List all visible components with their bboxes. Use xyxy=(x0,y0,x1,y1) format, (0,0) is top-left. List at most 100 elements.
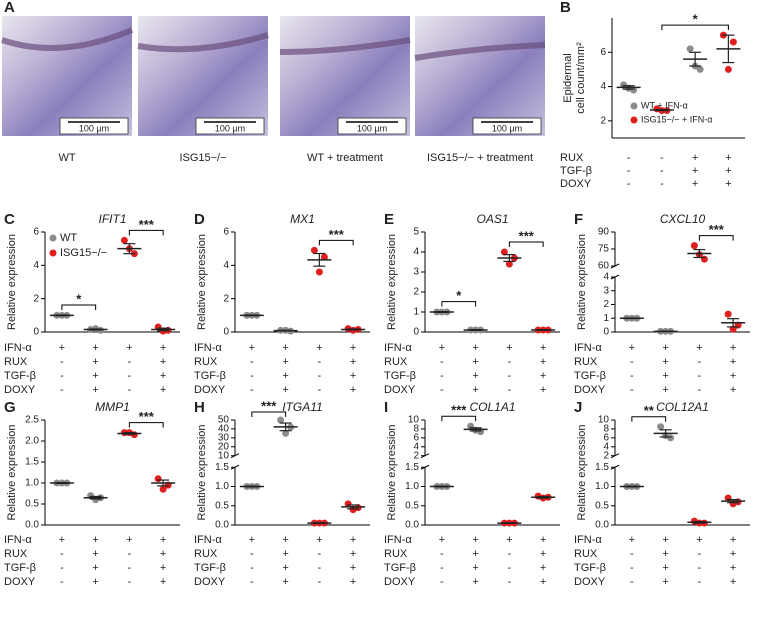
row-label: DOXY xyxy=(560,178,592,190)
y-tick-label: 3 xyxy=(413,267,419,278)
row-label: RUX xyxy=(4,356,28,368)
treatment-sign: - xyxy=(440,562,444,574)
row-label: RUX xyxy=(574,356,598,368)
y-tick-label: 1 xyxy=(603,313,609,324)
y-tick-label: 1.0 xyxy=(595,481,609,492)
row-label: TGF-β xyxy=(4,562,36,574)
y-tick-label: 1 xyxy=(413,307,419,318)
y-tick-label: 2 xyxy=(413,287,419,298)
data-point xyxy=(505,260,513,268)
significance-label: ** xyxy=(644,403,655,418)
y-tick-label: 8 xyxy=(413,424,419,435)
treatment-sign: + xyxy=(662,534,668,546)
row-label: TGF-β xyxy=(194,370,226,382)
row-label: TGF-β xyxy=(574,370,606,382)
y-tick-label: 2 xyxy=(603,299,609,310)
data-point xyxy=(120,236,128,244)
treatment-sign: + xyxy=(725,165,731,177)
treatment-sign: + xyxy=(92,562,98,574)
treatment-sign: - xyxy=(508,548,512,560)
chart-title: COL12A1 xyxy=(656,400,709,414)
y-tick-label: 10 xyxy=(598,415,610,426)
treatment-sign: + xyxy=(439,534,445,546)
y-axis-label: Relative expression xyxy=(196,425,208,521)
data-point xyxy=(154,475,162,483)
treatment-sign: + xyxy=(730,384,736,396)
y-axis-label: Relative expression xyxy=(576,425,588,521)
y-tick-label: 0.5 xyxy=(25,499,39,510)
significance-bracket xyxy=(698,235,734,241)
row-label: DOXY xyxy=(574,384,606,396)
treatment-sign: + xyxy=(316,534,322,546)
legend-marker xyxy=(49,249,57,257)
treatment-sign: + xyxy=(350,562,356,574)
chart-title: OAS1 xyxy=(476,212,508,226)
legend-label: WT + IFN-α xyxy=(641,100,688,110)
treatment-sign: - xyxy=(60,384,64,396)
y-tick-label: 40 xyxy=(218,424,230,435)
treatment-sign: - xyxy=(318,384,322,396)
treatment-sign: + xyxy=(662,384,668,396)
legend-label: WT xyxy=(60,232,77,244)
data-point xyxy=(696,65,704,73)
treatment-sign: + xyxy=(472,342,478,354)
treatment-sign: - xyxy=(60,576,64,588)
chart-title: CXCL10 xyxy=(660,212,706,226)
treatment-sign: + xyxy=(282,562,288,574)
treatment-sign: + xyxy=(629,342,635,354)
treatment-sign: + xyxy=(282,534,288,546)
y-tick-label: 0.0 xyxy=(25,520,39,531)
panel-letter: F xyxy=(574,211,583,228)
treatment-sign: + xyxy=(59,534,65,546)
legend-marker xyxy=(49,234,57,242)
y-tick-label: 1.5 xyxy=(25,457,39,468)
significance-label: * xyxy=(693,12,699,27)
treatment-sign: + xyxy=(92,534,98,546)
treatment-sign: - xyxy=(698,576,702,588)
y-tick-label: 0.5 xyxy=(215,500,229,511)
scale-bar-label: 100 µm xyxy=(79,123,109,133)
data-point xyxy=(620,81,628,89)
y-tick-label: 4 xyxy=(33,260,39,271)
treatment-sign: + xyxy=(92,342,98,354)
y-tick-label: 2 xyxy=(223,293,229,304)
y-tick-label: 10 xyxy=(218,450,230,461)
legend-label: ISG15−/− xyxy=(60,247,107,259)
treatment-sign: - xyxy=(250,356,254,368)
y-tick-label: 6 xyxy=(223,227,229,238)
y-tick-label: 50 xyxy=(218,415,230,426)
treatment-sign: + xyxy=(472,356,478,368)
scale-bar-label: 100 µm xyxy=(492,123,522,133)
treatment-sign: + xyxy=(126,342,132,354)
treatment-sign: - xyxy=(508,370,512,382)
treatment-sign: + xyxy=(160,342,166,354)
row-label: DOXY xyxy=(574,576,606,588)
y-tick-label: 90 xyxy=(598,227,610,238)
treatment-sign: + xyxy=(282,342,288,354)
y-tick-label: 0 xyxy=(413,327,419,338)
row-label: RUX xyxy=(194,548,218,560)
row-label: RUX xyxy=(574,548,598,560)
treatment-sign: - xyxy=(128,356,132,368)
treatment-sign: + xyxy=(249,534,255,546)
y-tick-label: 6 xyxy=(33,227,39,238)
treatment-sign: + xyxy=(350,548,356,560)
treatment-sign: + xyxy=(350,576,356,588)
treatment-sign: + xyxy=(662,370,668,382)
row-label: TGF-β xyxy=(384,562,416,574)
y-tick-label: 1.5 xyxy=(405,462,419,473)
treatment-sign: - xyxy=(698,548,702,560)
y-tick-label: 2 xyxy=(603,450,609,461)
legend-marker xyxy=(630,102,638,110)
significance-bracket xyxy=(661,24,729,31)
row-label: RUX xyxy=(194,356,218,368)
treatment-sign: + xyxy=(350,384,356,396)
treatment-sign: - xyxy=(630,356,634,368)
row-label: TGF-β xyxy=(4,370,36,382)
row-label: RUX xyxy=(384,356,408,368)
treatment-sign: - xyxy=(508,562,512,574)
treatment-sign: + xyxy=(730,534,736,546)
treatment-sign: + xyxy=(540,534,546,546)
